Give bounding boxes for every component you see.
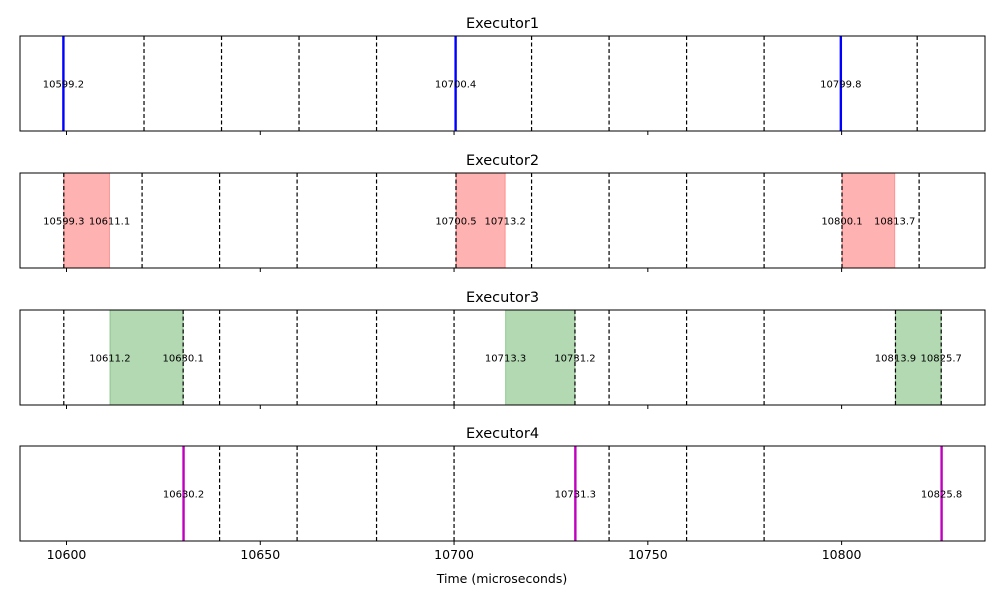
x-tick-label: 10700 <box>434 547 474 562</box>
time-span <box>109 309 184 406</box>
x-tick-label: 10650 <box>240 547 280 562</box>
time-label: 10611.2 <box>89 354 130 365</box>
panel-title: Executor1 <box>466 16 539 32</box>
time-span <box>894 309 942 406</box>
time-label: 10799.8 <box>820 80 861 91</box>
executor-panel: Executor2 10599.3 10611.1 10700.5 10713.2 108… <box>19 153 986 272</box>
panel-frame <box>19 445 986 542</box>
time-label: 10630.1 <box>162 354 203 365</box>
time-span <box>455 172 506 269</box>
time-label: 10713.3 <box>485 354 526 365</box>
panel-title: Executor2 <box>466 153 539 169</box>
time-label: 10700.5 <box>435 217 476 228</box>
time-label: 10700.4 <box>435 80 476 91</box>
time-label: 10825.8 <box>921 490 962 501</box>
time-span <box>505 309 576 406</box>
panel-title: Executor4 <box>466 426 539 442</box>
executor-panel: Executor3 10611.2 10630.1 10713.3 10731.2 108… <box>19 290 986 409</box>
time-label: 10599.3 <box>43 217 84 228</box>
x-tick-label: 10750 <box>628 547 668 562</box>
panel-frame <box>19 35 986 132</box>
time-label: 10731.3 <box>555 490 596 501</box>
time-label: 10825.7 <box>921 354 962 365</box>
panel-frame <box>19 309 986 406</box>
time-label: 10713.2 <box>485 217 526 228</box>
panel-title: Executor3 <box>466 290 539 306</box>
panel-frame <box>19 172 986 269</box>
time-label: 10800.1 <box>821 217 862 228</box>
time-label: 10630.2 <box>163 490 204 501</box>
x-axis-label: Time (microseconds) <box>436 571 567 586</box>
time-label: 10599.2 <box>43 80 84 91</box>
time-span <box>841 172 896 269</box>
executor-panel: Executor4 10630.2 10731.3 10825.8 10600 10650… <box>19 426 986 562</box>
time-label: 10813.9 <box>875 354 916 365</box>
time-label: 10813.7 <box>874 217 915 228</box>
executor-panel: Executor1 10599.2 10700.4 10799.8 <box>19 16 986 135</box>
x-tick-label: 10600 <box>47 547 87 562</box>
time-span <box>63 172 111 269</box>
time-label: 10611.1 <box>89 217 130 228</box>
panels-layer: Executor1 10599.2 10700.4 10799.8 Executor2 1… <box>19 16 986 562</box>
x-tick-label: 10800 <box>822 547 862 562</box>
time-label: 10731.2 <box>554 354 595 365</box>
